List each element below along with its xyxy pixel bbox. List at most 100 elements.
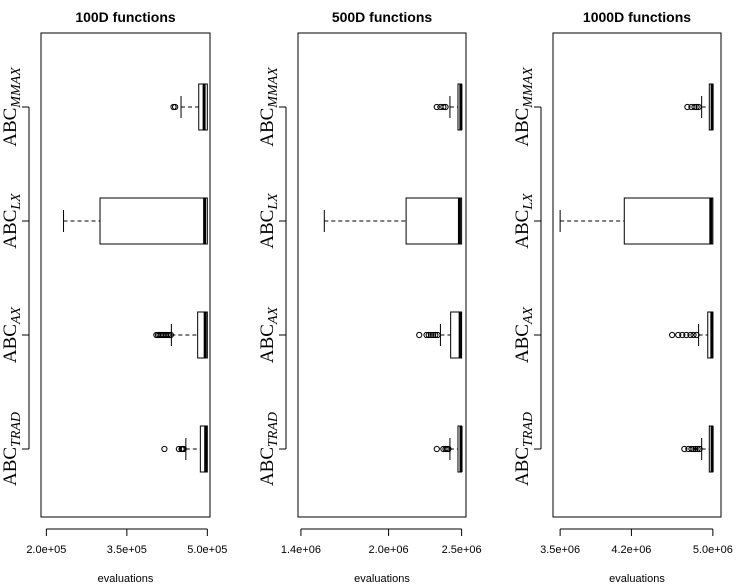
x-tick-label: 2.0e+05	[26, 544, 66, 556]
category-subscript: LX	[9, 193, 24, 211]
box-lx	[323, 197, 463, 245]
outlier-point	[679, 331, 686, 339]
outlier-point	[691, 103, 698, 111]
category-label: ABCTRAD	[0, 412, 24, 486]
category-subscript: TRAD	[9, 412, 24, 447]
outlier-point	[416, 331, 423, 339]
box-mmax	[433, 83, 463, 131]
outlier-point	[687, 331, 694, 339]
category-base: ABC	[0, 447, 21, 486]
outlier-point	[693, 103, 700, 111]
category-label: ABCAX	[257, 306, 281, 363]
outlier-point	[690, 331, 697, 339]
outlier-point	[425, 331, 432, 339]
x-axis-label: evaluations	[609, 573, 665, 585]
outlier-point	[432, 331, 439, 339]
category-base: ABC	[257, 447, 278, 486]
box-trad	[433, 425, 463, 473]
outlier-point	[692, 445, 699, 453]
plot-frame	[40, 32, 211, 518]
outlier-point	[167, 331, 174, 339]
category-base: ABC	[512, 210, 533, 249]
box-trad	[161, 425, 208, 473]
chart-panel-1: 100D functions 2.0e+05 3.5e+05 5.0e+05 evalu…	[0, 9, 227, 585]
box-ax	[153, 311, 208, 359]
outlier-point	[681, 445, 688, 453]
category-subscript: TRAD	[521, 412, 536, 447]
x-tick-label: 3.5e+06	[540, 544, 580, 556]
outlier-point	[688, 445, 695, 453]
outlier-point	[430, 331, 437, 339]
outlier-point	[423, 331, 430, 339]
outlier-point	[695, 103, 702, 111]
category-label: ABCAX	[512, 306, 536, 363]
category-subscript: AX	[266, 306, 281, 325]
x-tick-label: 5.0e+05	[187, 544, 227, 556]
category-label: ABCLX	[257, 193, 281, 249]
outlier-point	[172, 103, 179, 111]
category-subscript: LX	[266, 193, 281, 211]
outlier-point	[442, 103, 449, 111]
x-axis: 1.4e+06 2.0e+06 2.5e+06	[281, 528, 482, 556]
x-tick-label: 2.5e+06	[442, 544, 482, 556]
category-label: ABCLX	[0, 193, 24, 249]
category-base: ABC	[257, 210, 278, 249]
category-subscript: MMAX	[9, 67, 24, 109]
outlier-point	[683, 331, 690, 339]
outlier-point	[427, 331, 435, 339]
outlier-point	[445, 445, 452, 453]
category-base: ABC	[257, 108, 278, 147]
category-subscript: AX	[9, 306, 24, 325]
outlier-point	[433, 103, 440, 111]
category-label: ABCTRAD	[512, 412, 536, 486]
chart-title: 500D functions	[332, 9, 433, 25]
outlier-point	[694, 445, 701, 453]
category-label: ABCMMAX	[0, 67, 24, 147]
category-base: ABC	[512, 108, 533, 147]
category-subscript: MMAX	[266, 67, 281, 109]
box-iqr	[405, 197, 463, 245]
category-base: ABC	[0, 210, 21, 249]
box-trad	[681, 425, 714, 473]
box-lx	[559, 197, 714, 245]
category-label: ABCTRAD	[257, 412, 281, 486]
outlier-point	[180, 445, 187, 453]
x-tick-label: 4.2e+06	[611, 544, 651, 556]
outlier-point	[675, 331, 682, 339]
x-axis-label: evaluations	[98, 573, 154, 585]
x-tick-label: 3.5e+05	[107, 544, 147, 556]
category-base: ABC	[512, 447, 533, 486]
outlier-point	[690, 445, 697, 453]
category-label: ABCLX	[512, 193, 536, 249]
category-base: ABC	[257, 324, 278, 363]
box-mmax	[684, 83, 714, 131]
x-tick-label: 5.0e+06	[693, 544, 733, 556]
chart-title: 100D functions	[75, 9, 176, 25]
plot-frame	[297, 32, 467, 518]
category-subscript: AX	[521, 306, 536, 325]
chart-panel-2: 500D functions 1.4e+06 2.0e+06 2.5e+06 evalu…	[257, 9, 482, 585]
outlier-point	[696, 445, 703, 453]
box-iqr	[197, 311, 208, 359]
category-subscript: MMAX	[521, 67, 536, 109]
x-axis-label: evaluations	[354, 573, 410, 585]
outlier-point	[433, 445, 440, 453]
category-base: ABC	[512, 324, 533, 363]
x-axis: 3.5e+06 4.2e+06 5.0e+06	[540, 528, 733, 556]
outlier-point	[434, 331, 441, 339]
box-iqr	[199, 425, 208, 473]
outlier-point	[440, 103, 447, 111]
box-iqr	[99, 197, 208, 245]
category-label: ABCMMAX	[512, 67, 536, 147]
box-lx	[63, 197, 208, 245]
box-ax	[416, 311, 463, 359]
outlier-point	[669, 331, 676, 339]
category-subscript: LX	[521, 193, 536, 211]
category-label: ABCMMAX	[257, 67, 281, 147]
box-mmax	[170, 83, 208, 131]
x-tick-label: 1.4e+06	[281, 544, 321, 556]
